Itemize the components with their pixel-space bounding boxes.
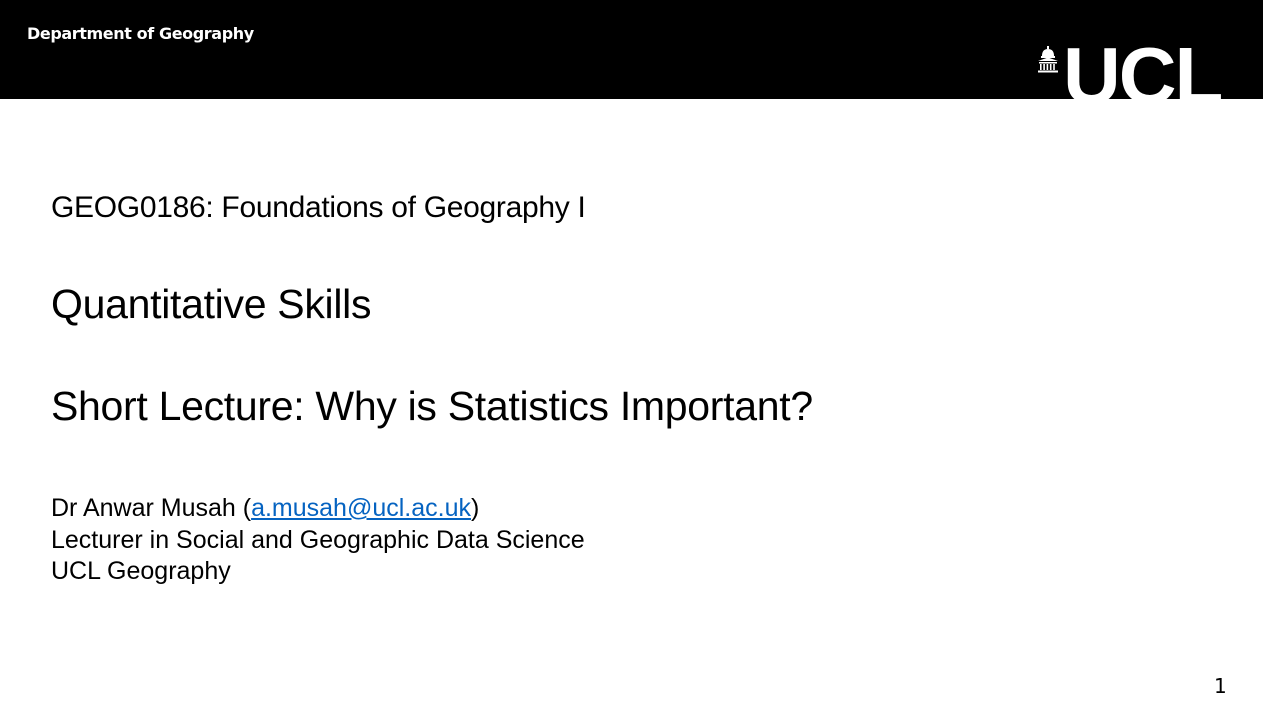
module-title: Quantitative Skills (51, 281, 372, 327)
portico-icon (1038, 46, 1058, 73)
department-label: Department of Geography (27, 24, 254, 43)
author-line: Dr Anwar Musah (a.musah@ucl.ac.uk) (51, 493, 479, 524)
author-department: UCL Geography (51, 557, 231, 585)
ucl-logo: UCL (1036, 36, 1236, 99)
header-band: Department of Geography UCL (0, 0, 1263, 99)
author-name-close: ) (470, 494, 480, 522)
course-code: GEOG0186: Foundations of Geography I (51, 191, 586, 224)
lecture-title: Short Lecture: Why is Statistics Importa… (51, 383, 813, 429)
author-role: Lecturer in Social and Geographic Data S… (51, 526, 585, 554)
author-email-link[interactable]: a.musah@ucl.ac.uk (251, 494, 471, 522)
ucl-wordmark: UCL (1063, 31, 1223, 100)
author-name: Dr Anwar Musah ( (51, 494, 252, 522)
slide-number: 1 (1214, 674, 1227, 698)
